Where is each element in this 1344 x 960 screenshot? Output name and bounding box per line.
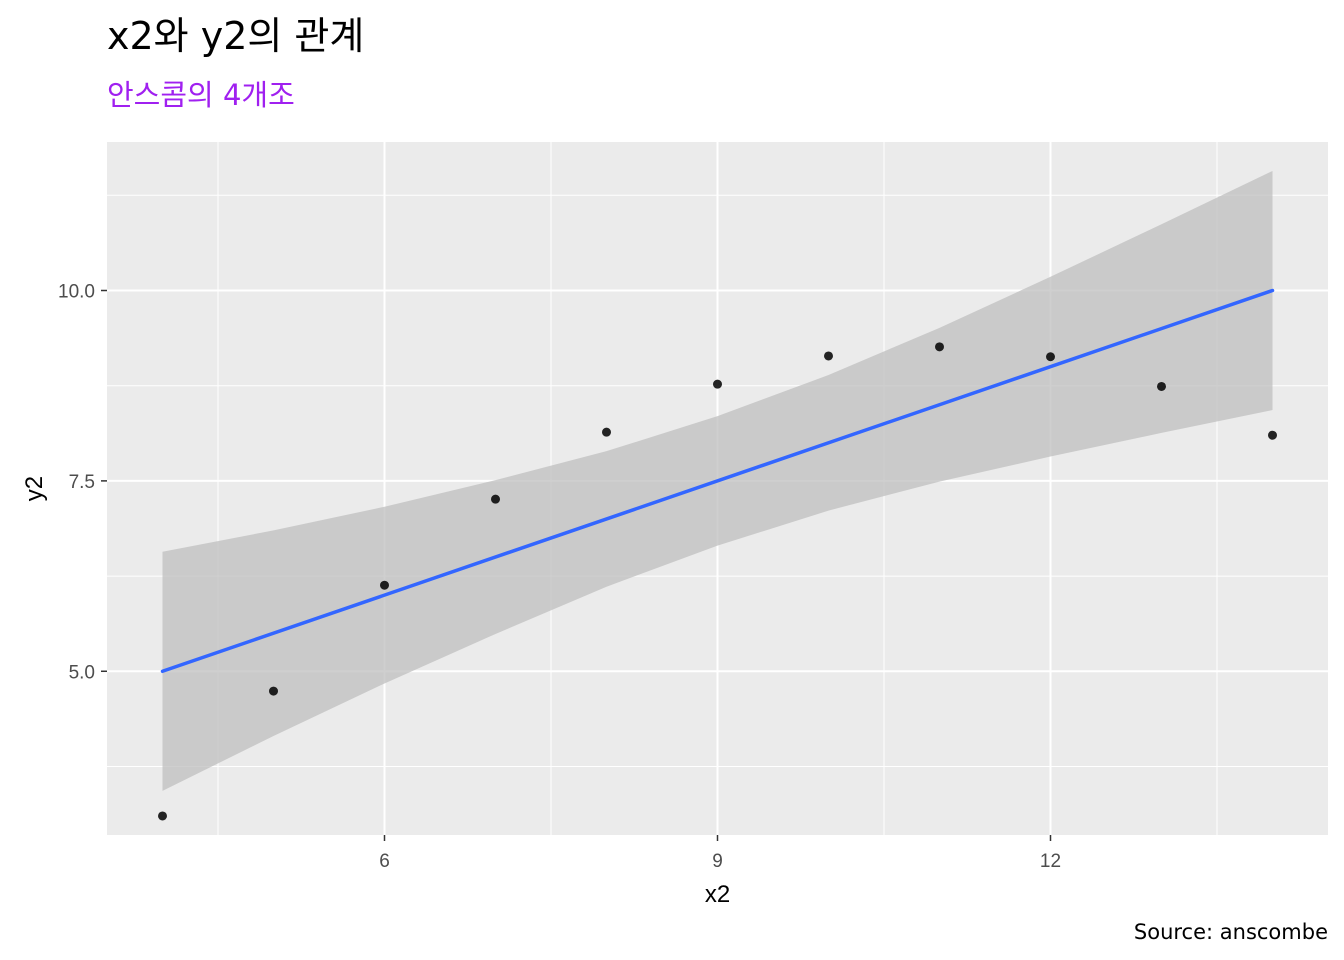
data-point (269, 686, 278, 696)
data-points (158, 342, 1277, 821)
data-point (824, 351, 833, 361)
data-point (1046, 352, 1055, 362)
data-point (491, 494, 500, 504)
data-point (713, 379, 722, 389)
data-point (1268, 430, 1277, 440)
y-tick-label: 10.0 (58, 282, 95, 303)
trend-line (160, 288, 1275, 674)
data-point (380, 580, 389, 590)
axes: 6 9 12 5.0 7.5 10.0 (58, 282, 1061, 873)
y-axis-title: y2 (21, 476, 48, 501)
data-point (602, 427, 611, 437)
x-tick-label: 6 (379, 851, 390, 872)
y-tick-label: 7.5 (69, 472, 95, 493)
x-tick-label: 12 (1040, 851, 1061, 872)
chart-title: x2와 y2의 관계 (107, 14, 365, 58)
x-axis-title: x2 (705, 881, 730, 908)
y-tick-label: 5.0 (69, 662, 95, 683)
data-point (1157, 381, 1166, 391)
x-tick-label: 9 (712, 851, 723, 872)
data-point (158, 811, 167, 821)
chart-subtitle: 안스콤의 4개조 (107, 78, 295, 112)
data-point (935, 342, 944, 352)
chart-caption: Source: anscombe (1133, 920, 1328, 944)
